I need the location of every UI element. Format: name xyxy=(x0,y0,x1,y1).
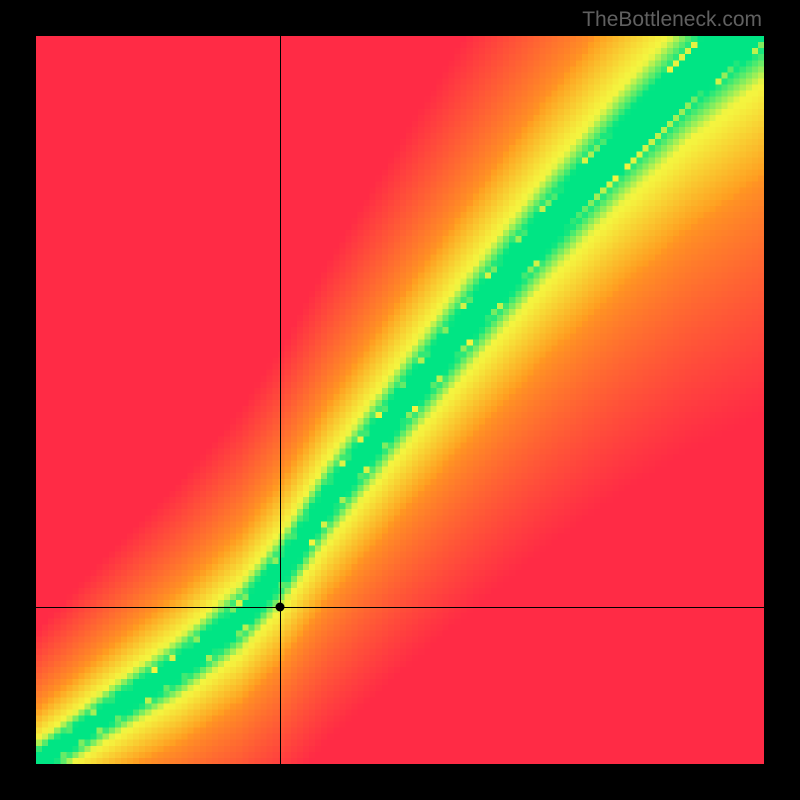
heatmap-canvas xyxy=(36,36,764,764)
crosshair-vertical xyxy=(280,36,281,764)
crosshair-point xyxy=(275,603,284,612)
watermark-text: TheBottleneck.com xyxy=(582,8,762,32)
plot-area xyxy=(36,36,764,764)
chart-container: TheBottleneck.com xyxy=(0,0,800,800)
crosshair-horizontal xyxy=(36,607,764,608)
